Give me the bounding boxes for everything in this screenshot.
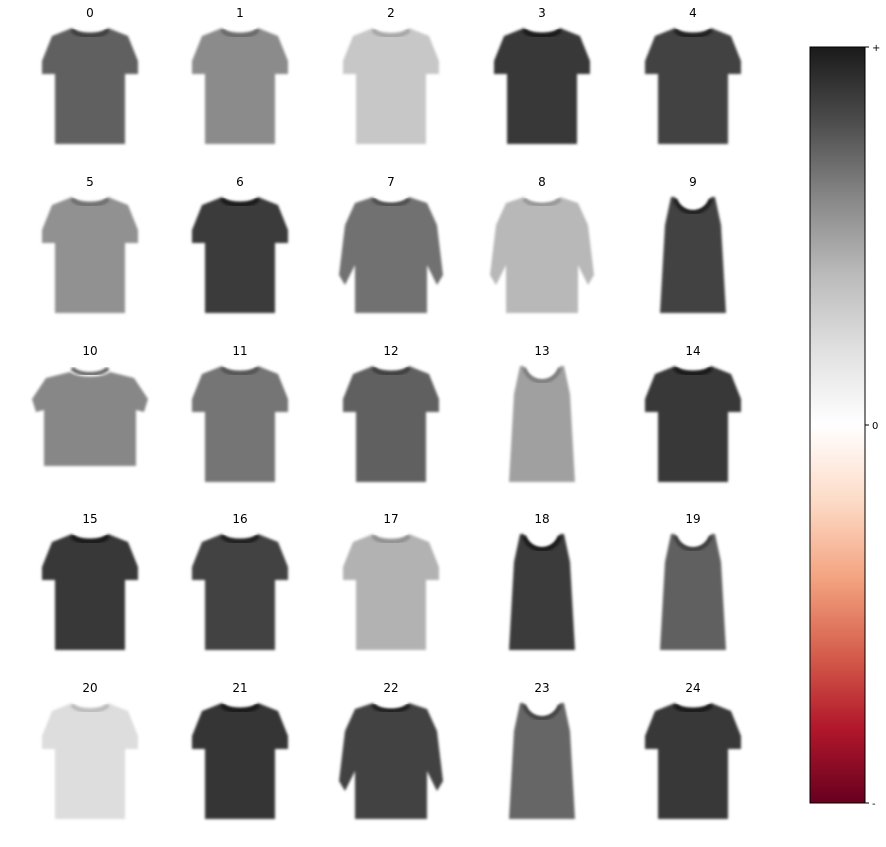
- colorbar-tick-zero: 0: [872, 421, 878, 432]
- panel-13: 13: [509, 344, 575, 482]
- panel-title: 6: [236, 175, 244, 189]
- garment-image: [192, 28, 288, 144]
- panel-title: 14: [685, 344, 700, 358]
- panel-3: 3: [494, 6, 590, 144]
- panel-title: 0: [86, 6, 94, 20]
- panel-title: 7: [387, 175, 395, 189]
- garment-image: [645, 366, 741, 482]
- garment-neckline: [72, 368, 108, 374]
- garment-image: [490, 197, 594, 313]
- panel-title: 11: [232, 344, 247, 358]
- colorbar-tick-minus: -: [872, 799, 876, 810]
- colorbar: + 0 -: [810, 43, 880, 810]
- garment-image: [32, 372, 148, 466]
- panel-24: 24: [645, 681, 741, 819]
- panel-title: 10: [82, 344, 97, 358]
- panel-18: 18: [509, 512, 575, 650]
- panel-title: 16: [232, 512, 247, 526]
- garment-image: [343, 534, 439, 650]
- garment-image: [42, 197, 138, 313]
- garment-neckline: [373, 199, 409, 205]
- garment-neckline: [524, 199, 560, 205]
- panel-10: 10: [32, 344, 148, 466]
- panel-17: 17: [343, 512, 439, 650]
- panel-11: 11: [192, 344, 288, 482]
- panel-title: 18: [534, 512, 549, 526]
- panel-title: 1: [236, 6, 244, 20]
- panel-title: 5: [86, 175, 94, 189]
- panel-14: 14: [645, 344, 741, 482]
- garment-image: [42, 534, 138, 650]
- garment-image: [343, 28, 439, 144]
- panel-15: 15: [42, 512, 138, 650]
- panel-20: 20: [42, 681, 138, 819]
- panel-16: 16: [192, 512, 288, 650]
- panel-1: 1: [192, 6, 288, 144]
- panel-6: 6: [192, 175, 288, 313]
- panel-title: 15: [82, 512, 97, 526]
- panel-title: 3: [538, 6, 546, 20]
- panel-title: 9: [689, 175, 697, 189]
- panel-19: 19: [660, 512, 726, 650]
- garment-image: [339, 703, 443, 819]
- garment-image: [494, 28, 590, 144]
- panel-0: 0: [42, 6, 138, 144]
- panel-title: 21: [232, 681, 247, 695]
- colorbar-gradient: [810, 47, 865, 803]
- garment-image: [192, 197, 288, 313]
- panel-title: 13: [534, 344, 549, 358]
- panel-title: 4: [689, 6, 697, 20]
- panel-21: 21: [192, 681, 288, 819]
- panel-8: 8: [490, 175, 594, 313]
- garment-neckline: [373, 705, 409, 711]
- panel-4: 4: [645, 6, 741, 144]
- garment-image: [192, 366, 288, 482]
- panel-22: 22: [339, 681, 443, 819]
- panel-title: 12: [383, 344, 398, 358]
- panel-12: 12: [343, 344, 439, 482]
- panel-7: 7: [339, 175, 443, 313]
- colorbar-tick-plus: +: [872, 43, 880, 54]
- garment-image: [192, 703, 288, 819]
- garment-image: [339, 197, 443, 313]
- garment-image: [645, 28, 741, 144]
- garment-image: [645, 703, 741, 819]
- panel-9: 9: [660, 175, 726, 313]
- panel-title: 2: [387, 6, 395, 20]
- panel-title: 20: [82, 681, 97, 695]
- panel-title: 8: [538, 175, 546, 189]
- panel-title: 23: [534, 681, 549, 695]
- garment-image: [343, 366, 439, 482]
- panel-5: 5: [42, 175, 138, 313]
- garment-image: [42, 28, 138, 144]
- panel-2: 2: [343, 6, 439, 144]
- panel-23: 23: [509, 681, 575, 819]
- panel-title: 17: [383, 512, 398, 526]
- garment-image: [192, 534, 288, 650]
- panel-title: 22: [383, 681, 398, 695]
- panel-title: 19: [685, 512, 700, 526]
- garment-image: [42, 703, 138, 819]
- panel-title: 24: [685, 681, 700, 695]
